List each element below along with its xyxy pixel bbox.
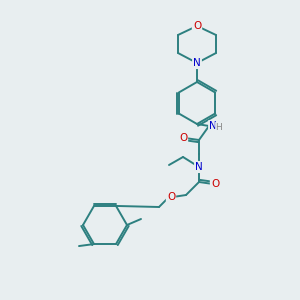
Text: O: O [211, 179, 219, 189]
Text: N: N [193, 58, 201, 68]
Text: N: N [195, 162, 203, 172]
Text: H: H [216, 122, 222, 131]
Text: O: O [193, 21, 201, 31]
Text: O: O [167, 192, 175, 202]
Text: N: N [209, 121, 217, 131]
Text: O: O [179, 133, 187, 143]
